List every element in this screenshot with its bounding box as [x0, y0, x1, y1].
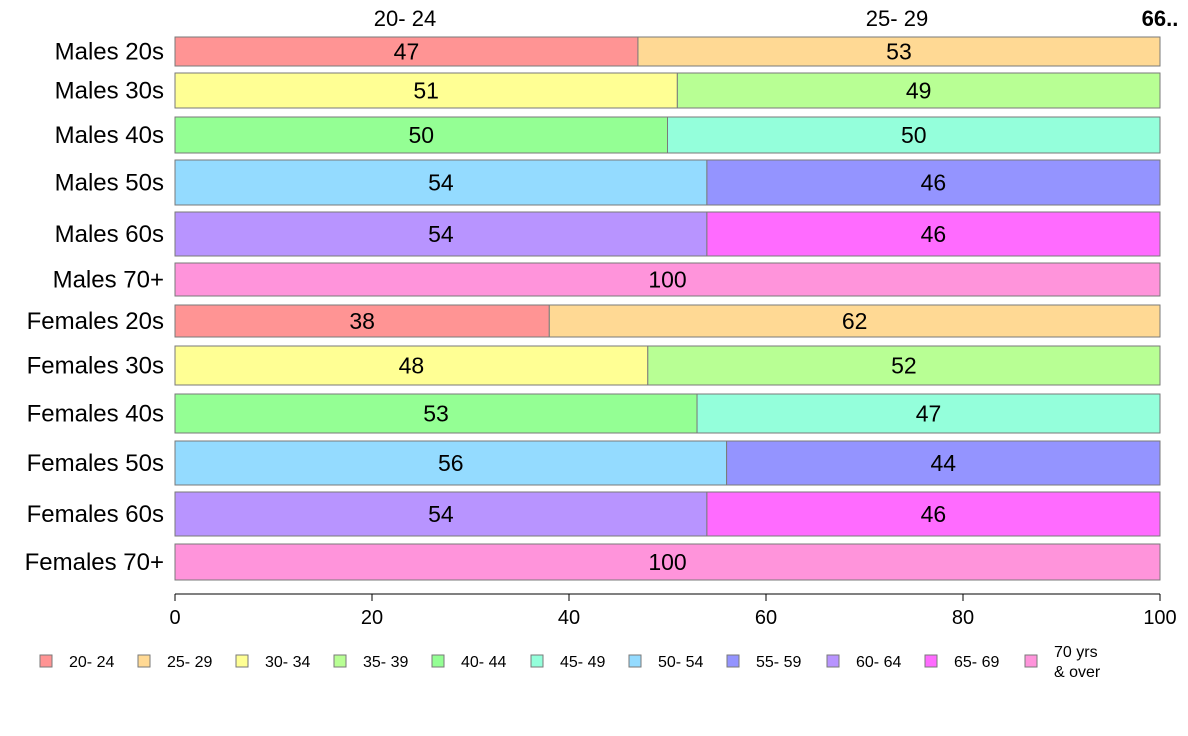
- data-label: 56: [438, 450, 464, 476]
- legend-swatch: [431, 654, 445, 668]
- legend-label-line: 70 yrs: [1054, 644, 1098, 661]
- data-label: 51: [413, 78, 439, 104]
- bar-segment: [706, 491, 1161, 537]
- x-axis: 0 20 40 60 80 100: [169, 593, 1177, 629]
- legend-label: 45- 49: [560, 654, 605, 671]
- bar-segment: [174, 345, 649, 386]
- legend-swatch: [628, 654, 642, 668]
- x-tick-label: 40: [558, 607, 580, 629]
- category-label: Females 60s: [27, 501, 164, 528]
- bar-segment: [726, 440, 1161, 486]
- data-label: 53: [886, 39, 912, 65]
- bar-segment: [696, 393, 1161, 434]
- legend-label: 65- 69: [954, 654, 999, 671]
- data-label: 49: [906, 78, 932, 104]
- bar-segment: [548, 304, 1161, 338]
- category-label: Females 30s: [27, 353, 164, 380]
- x-tick-label: 20: [361, 607, 383, 629]
- legend-label: 50- 54: [658, 654, 703, 671]
- data-label: 46: [921, 221, 947, 247]
- legend-label: 40- 44: [461, 654, 506, 671]
- category-label: Females 50s: [27, 450, 164, 477]
- legend-label: 60- 64: [856, 654, 901, 671]
- top-label: 25- 29: [866, 6, 928, 31]
- bar-segment: [174, 36, 639, 67]
- legend-swatch: [726, 654, 740, 668]
- bar-segment: [174, 116, 668, 154]
- x-tick-label: 60: [755, 607, 777, 629]
- top-right-label: 66..: [1142, 6, 1179, 31]
- legend-swatch: [137, 654, 151, 668]
- data-label: 47: [394, 39, 420, 65]
- legend: 20- 24 25- 29 30- 34 35- 39 40- 44 45- 49 50- …: [39, 644, 1101, 681]
- data-label: 52: [891, 353, 917, 379]
- category-label: Males 40s: [55, 122, 164, 149]
- category-label: Males 70+: [53, 267, 164, 294]
- data-label: 50: [408, 122, 434, 148]
- legend-label: 35- 39: [363, 654, 408, 671]
- top-label: 20- 24: [374, 6, 436, 31]
- data-label: 47: [916, 401, 942, 427]
- bar-segment: [174, 491, 708, 537]
- bar-segment: [174, 262, 1161, 297]
- legend-swatch: [924, 654, 938, 668]
- bar-segment: [174, 440, 728, 486]
- bar-segment: [647, 345, 1161, 386]
- legend-label: 30- 34: [265, 654, 310, 671]
- legend-swatch: [826, 654, 840, 668]
- data-label: 54: [428, 501, 454, 527]
- legend-label-line: & over: [1054, 664, 1101, 681]
- data-label: 62: [842, 308, 868, 334]
- bars: 47 53 51 49 50 50 54 46 54 46 100 38 62 48 52 53 47 56 44 5…: [174, 36, 1161, 581]
- legend-swatch: [235, 654, 249, 668]
- legend-swatch: [39, 654, 53, 668]
- data-label: 46: [921, 170, 947, 196]
- bar-segment: [174, 393, 698, 434]
- data-label: 44: [931, 450, 957, 476]
- category-label: Males 20s: [55, 39, 164, 66]
- data-label: 100: [648, 267, 686, 293]
- bar-segment: [676, 72, 1161, 109]
- category-label: Females 70+: [25, 549, 164, 576]
- data-label: 50: [901, 122, 927, 148]
- legend-label: 55- 59: [756, 654, 801, 671]
- data-label: 53: [423, 401, 449, 427]
- bar-segment: [174, 211, 708, 257]
- data-label: 100: [648, 549, 686, 575]
- legend-swatch: [530, 654, 544, 668]
- legend-label: 70 yrs & over: [1054, 644, 1101, 681]
- category-label: Females 20s: [27, 308, 164, 335]
- bar-segment: [174, 543, 1161, 581]
- data-label: 54: [428, 170, 454, 196]
- legend-swatch: [1024, 654, 1038, 668]
- x-tick-label: 80: [952, 607, 974, 629]
- bar-segment: [706, 159, 1161, 206]
- category-label: Males 30s: [55, 78, 164, 105]
- bar-segment: [174, 304, 550, 338]
- category-label: Females 40s: [27, 401, 164, 428]
- category-label: Males 60s: [55, 221, 164, 248]
- legend-label: 25- 29: [167, 654, 212, 671]
- y-axis-labels: Males 20s Males 30s Males 40s Males 50s Male…: [25, 39, 164, 577]
- bar-segment: [706, 211, 1161, 257]
- data-label: 38: [349, 308, 375, 334]
- bar-segment: [637, 36, 1161, 67]
- category-label: Males 50s: [55, 170, 164, 197]
- data-label: 46: [921, 501, 947, 527]
- bar-segment: [667, 116, 1161, 154]
- data-label: 54: [428, 221, 454, 247]
- top-labels: 20- 24 25- 29 66..: [374, 6, 1179, 31]
- x-tick-label: 100: [1143, 607, 1176, 629]
- bar-segment: [174, 72, 678, 109]
- x-tick-label: 0: [169, 607, 180, 629]
- data-label: 48: [399, 353, 425, 379]
- legend-swatch: [333, 654, 347, 668]
- bar-segment: [174, 159, 708, 206]
- legend-label: 20- 24: [69, 654, 114, 671]
